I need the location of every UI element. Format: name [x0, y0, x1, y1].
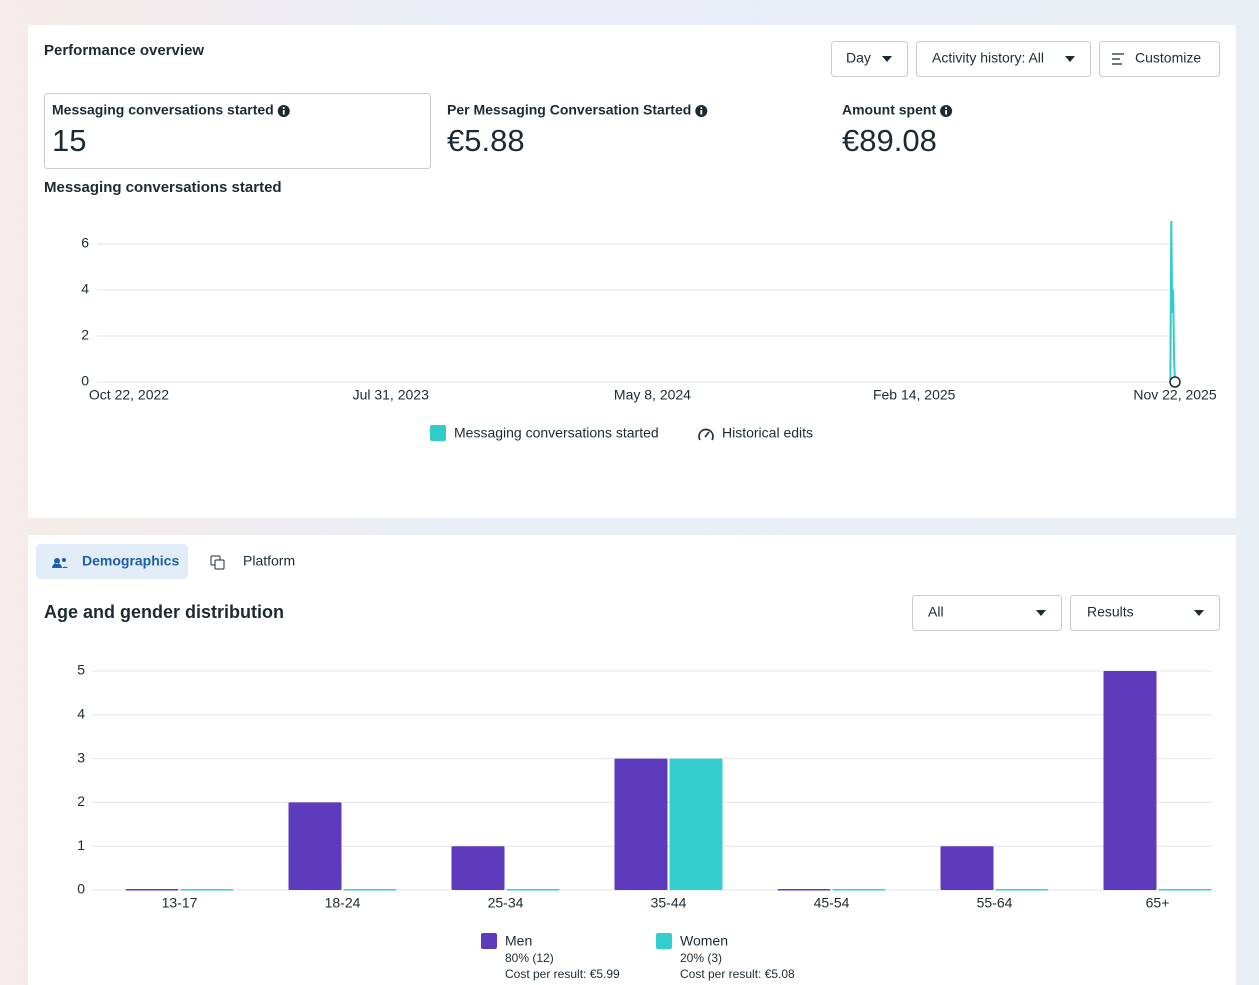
legend-label: Messaging conversations started [454, 425, 659, 441]
x-tick-label: Jul 31, 2023 [353, 387, 429, 403]
x-tick-label: May 8, 2024 [614, 387, 691, 403]
bar [669, 758, 723, 890]
info-icon [945, 110, 948, 115]
x-tick-label: 35-44 [651, 895, 687, 911]
legend-cost: Cost per result: €5.08 [680, 967, 795, 981]
x-tick-label: Feb 14, 2025 [873, 387, 956, 403]
button-box[interactable] [916, 41, 1091, 77]
metric-label: Amount spent [842, 102, 936, 118]
dropdown-label[interactable]: Results [1087, 604, 1134, 620]
y-tick-label: 4 [77, 706, 85, 722]
metric-value: 15 [52, 123, 86, 158]
info-icon [282, 110, 285, 115]
info-icon [700, 110, 703, 115]
card-title: Performance overview [44, 42, 204, 59]
legend-swatch [430, 425, 446, 441]
legend-label: Women [680, 933, 728, 949]
dropdown-box[interactable] [1070, 595, 1220, 631]
button-label[interactable]: Day [846, 50, 871, 66]
legend-cost: Cost per result: €5.99 [505, 967, 620, 981]
x-tick-label: 18-24 [325, 895, 361, 911]
bar [995, 889, 1049, 891]
x-tick-label: 13-17 [162, 895, 198, 911]
info-icon [700, 107, 703, 109]
metric-label: Per Messaging Conversation Started [447, 102, 691, 118]
x-tick-label: Nov 22, 2025 [1133, 387, 1216, 403]
caret [1065, 56, 1075, 62]
info-icon [945, 107, 948, 109]
y-tick-label: 1 [77, 837, 85, 853]
bar [614, 758, 668, 890]
chart-title: Age and gender distribution [44, 602, 284, 622]
metric-value: €5.88 [447, 123, 525, 158]
button-box[interactable] [831, 41, 908, 77]
dropdown[interactable]: Results [1070, 595, 1220, 631]
tab[interactable]: Demographics [82, 553, 179, 569]
edit-icon [698, 428, 714, 441]
x-tick-label: Oct 22, 2022 [89, 387, 169, 403]
icon [214, 559, 225, 570]
button-box[interactable] [1099, 41, 1220, 77]
button[interactable]: Day [831, 41, 908, 77]
legend-swatch [481, 933, 497, 949]
bar [288, 802, 342, 890]
x-tick-label: 55-64 [977, 895, 1013, 911]
caret [1194, 610, 1204, 616]
bar [506, 889, 560, 891]
icon [52, 558, 68, 568]
y-tick-label: 5 [77, 662, 85, 678]
y-tick-label: 0 [81, 373, 89, 389]
bar [343, 889, 397, 891]
bar [125, 889, 179, 891]
x-tick-label: 45-54 [814, 895, 850, 911]
bar [832, 889, 886, 891]
bar [1158, 889, 1212, 891]
tab-selected[interactable] [36, 544, 188, 579]
button[interactable]: Activity history: All [916, 41, 1091, 77]
button-label[interactable]: Activity history: All [932, 50, 1044, 66]
icon [1112, 53, 1124, 65]
bar [1103, 671, 1157, 890]
bar [180, 889, 234, 891]
dropdown-box[interactable] [912, 595, 1062, 631]
dropdown[interactable]: All [912, 595, 1062, 631]
y-tick-label: 3 [77, 749, 85, 765]
y-tick-label: 0 [77, 881, 85, 897]
metric-label: Messaging conversations started [52, 102, 274, 118]
button-label[interactable]: Customize [1135, 50, 1201, 66]
caret [1036, 610, 1046, 616]
y-tick-label: 2 [81, 327, 89, 343]
y-tick-label: 6 [81, 235, 89, 251]
chart-title: Messaging conversations started [44, 179, 282, 196]
dropdown-label[interactable]: All [928, 604, 944, 620]
y-tick-label: 2 [77, 793, 85, 809]
legend-share: 20% (3) [680, 951, 722, 965]
bar [451, 846, 505, 890]
tab[interactable]: Platform [243, 553, 295, 569]
edit-marker [1169, 376, 1181, 388]
metric-box[interactable] [44, 93, 431, 169]
line [1169, 220, 1176, 383]
x-tick-label: 25-34 [488, 895, 524, 911]
legend-swatch [656, 933, 672, 949]
y-tick-label: 4 [81, 281, 89, 297]
bar [940, 846, 994, 890]
x-tick-label: 65+ [1146, 895, 1170, 911]
button[interactable]: Customize [1099, 41, 1220, 77]
legend-share: 80% (12) [505, 951, 554, 965]
legend-label: Men [505, 933, 532, 949]
legend-label: Historical edits [722, 425, 813, 441]
metric-value: €89.08 [842, 123, 937, 158]
info-icon [282, 107, 285, 109]
bar [777, 889, 831, 891]
caret [882, 56, 892, 62]
